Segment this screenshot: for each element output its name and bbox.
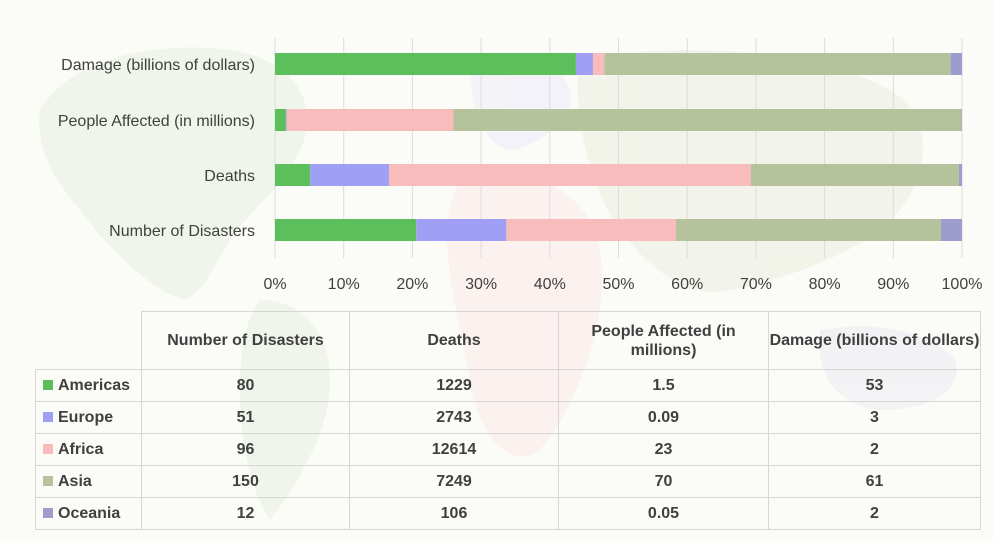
bar-segment-oceania: [950, 53, 962, 75]
table-corner-cell: [35, 311, 142, 370]
x-tick-label: 80%: [809, 276, 841, 293]
category-label: Damage (billions of dollars): [61, 57, 255, 74]
x-tick-label: 50%: [602, 276, 634, 293]
stacked-bar-chart: Damage (billions of dollars) People Affec…: [58, 38, 982, 293]
bar-segment-asia: [604, 53, 951, 75]
bar-segment-europe: [575, 53, 593, 75]
legend-swatch: [43, 411, 53, 422]
table-cell: 80: [141, 369, 350, 402]
column-header: People Affected (in millions): [558, 311, 769, 370]
x-tick-label: 20%: [396, 276, 428, 293]
legend-swatch: [43, 443, 53, 454]
bar-segment-americas: [275, 109, 286, 131]
table-cell: 1.5: [558, 369, 769, 402]
table-cell: 1229: [349, 369, 559, 402]
table-row: Asia 150 7249 70 61: [35, 465, 981, 498]
x-tick-label: 10%: [328, 276, 360, 293]
row-header: Oceania: [35, 497, 142, 530]
table-cell: 96: [141, 433, 350, 466]
x-tick-label: 70%: [740, 276, 772, 293]
legend-swatch: [43, 475, 53, 486]
table-cell: 2: [768, 433, 981, 466]
bar-segment-africa: [388, 164, 751, 186]
table-cell: 12: [141, 497, 350, 530]
table-cell: 12614: [349, 433, 559, 466]
table-cell: 106: [349, 497, 559, 530]
table-row: Oceania 12 106 0.05 2: [35, 497, 981, 530]
bar-segment-europe: [310, 164, 389, 186]
column-header: Damage (billions of dollars): [768, 311, 981, 370]
legend-label: Americas: [58, 376, 131, 394]
bar-segment-africa: [592, 53, 605, 75]
bar-segment-africa: [506, 219, 676, 241]
table-cell: 51: [141, 401, 350, 434]
bar-segment-oceania: [958, 164, 962, 186]
row-header: Americas: [35, 369, 142, 402]
legend-label: Asia: [58, 472, 92, 490]
chart-bars: [275, 53, 962, 241]
x-tick-label: 90%: [877, 276, 909, 293]
data-table: Number of Disasters Deaths People Affect…: [35, 311, 981, 530]
table-cell: 70: [558, 465, 769, 498]
table-cell: 3: [768, 401, 981, 434]
x-tick-label: 100%: [942, 276, 983, 293]
x-tick-label: 40%: [534, 276, 566, 293]
table-row: Africa 96 12614 23 2: [35, 433, 981, 466]
bar-segment-africa: [286, 109, 454, 131]
legend-label: Europe: [58, 408, 114, 426]
category-axis-labels: Damage (billions of dollars) People Affec…: [58, 57, 255, 240]
category-label: Deaths: [204, 168, 255, 185]
bar-segment-europe: [416, 219, 507, 241]
row-header: Africa: [35, 433, 142, 466]
column-header: Number of Disasters: [141, 311, 350, 370]
table-cell: 0.09: [558, 401, 769, 434]
table-header-row: Number of Disasters Deaths People Affect…: [35, 311, 981, 370]
table-cell: 2: [768, 497, 981, 530]
bar-segment-europe: [285, 109, 287, 131]
bar-segment-asia: [750, 164, 959, 186]
bar-segment-americas: [275, 219, 417, 241]
category-label: Number of Disasters: [109, 223, 255, 240]
column-header: Deaths: [349, 311, 559, 370]
table-cell: 150: [141, 465, 350, 498]
bar-segment-americas: [275, 53, 576, 75]
table-cell: 61: [768, 465, 981, 498]
bar-segment-oceania: [940, 219, 962, 241]
bar-segment-asia: [675, 219, 941, 241]
legend-swatch: [43, 507, 53, 518]
table-row: Americas 80 1229 1.5 53: [35, 369, 981, 402]
table-cell: 0.05: [558, 497, 769, 530]
row-header: Asia: [35, 465, 142, 498]
x-axis-tick-labels: 0% 10% 20% 30% 40% 50% 60% 70% 80% 90% 100%: [263, 276, 982, 293]
table-cell: 23: [558, 433, 769, 466]
table-cell: 2743: [349, 401, 559, 434]
x-tick-label: 0%: [263, 276, 286, 293]
bar-segment-americas: [275, 164, 311, 186]
category-label: People Affected (in millions): [58, 113, 255, 130]
legend-swatch: [43, 379, 53, 390]
x-tick-label: 30%: [465, 276, 497, 293]
table-cell: 7249: [349, 465, 559, 498]
legend-label: Africa: [58, 440, 104, 458]
bar-segment-asia: [453, 109, 962, 131]
table-cell: 53: [768, 369, 981, 402]
x-tick-label: 60%: [671, 276, 703, 293]
legend-label: Oceania: [58, 504, 121, 522]
table-row: Europe 51 2743 0.09 3: [35, 401, 981, 434]
row-header: Europe: [35, 401, 142, 434]
